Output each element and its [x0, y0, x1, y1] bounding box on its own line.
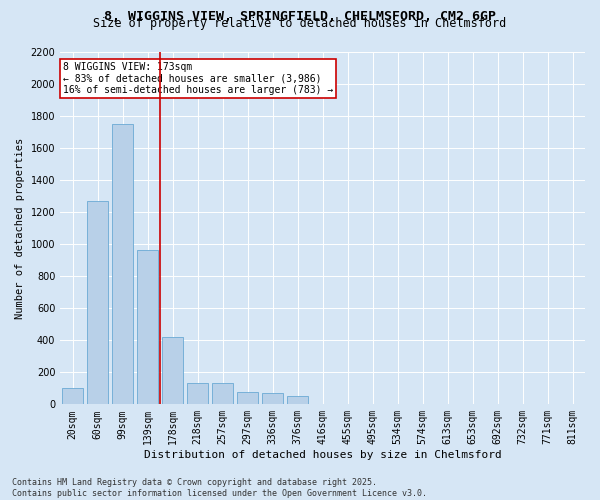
Bar: [187, 384, 208, 404]
Bar: [162, 337, 183, 404]
Bar: [287, 396, 308, 404]
Bar: [87, 200, 108, 404]
Text: 8, WIGGINS VIEW, SPRINGFIELD, CHELMSFORD, CM2 6GP: 8, WIGGINS VIEW, SPRINGFIELD, CHELMSFORD…: [104, 10, 496, 23]
Y-axis label: Number of detached properties: Number of detached properties: [15, 138, 25, 318]
Bar: [62, 388, 83, 404]
Bar: [237, 392, 258, 404]
Bar: [262, 393, 283, 404]
Bar: [212, 384, 233, 404]
Bar: [112, 124, 133, 404]
X-axis label: Distribution of detached houses by size in Chelmsford: Distribution of detached houses by size …: [144, 450, 502, 460]
Bar: [137, 250, 158, 404]
Text: Size of property relative to detached houses in Chelmsford: Size of property relative to detached ho…: [94, 18, 506, 30]
Text: 8 WIGGINS VIEW: 173sqm
← 83% of detached houses are smaller (3,986)
16% of semi-: 8 WIGGINS VIEW: 173sqm ← 83% of detached…: [63, 62, 333, 96]
Text: Contains HM Land Registry data © Crown copyright and database right 2025.
Contai: Contains HM Land Registry data © Crown c…: [12, 478, 427, 498]
